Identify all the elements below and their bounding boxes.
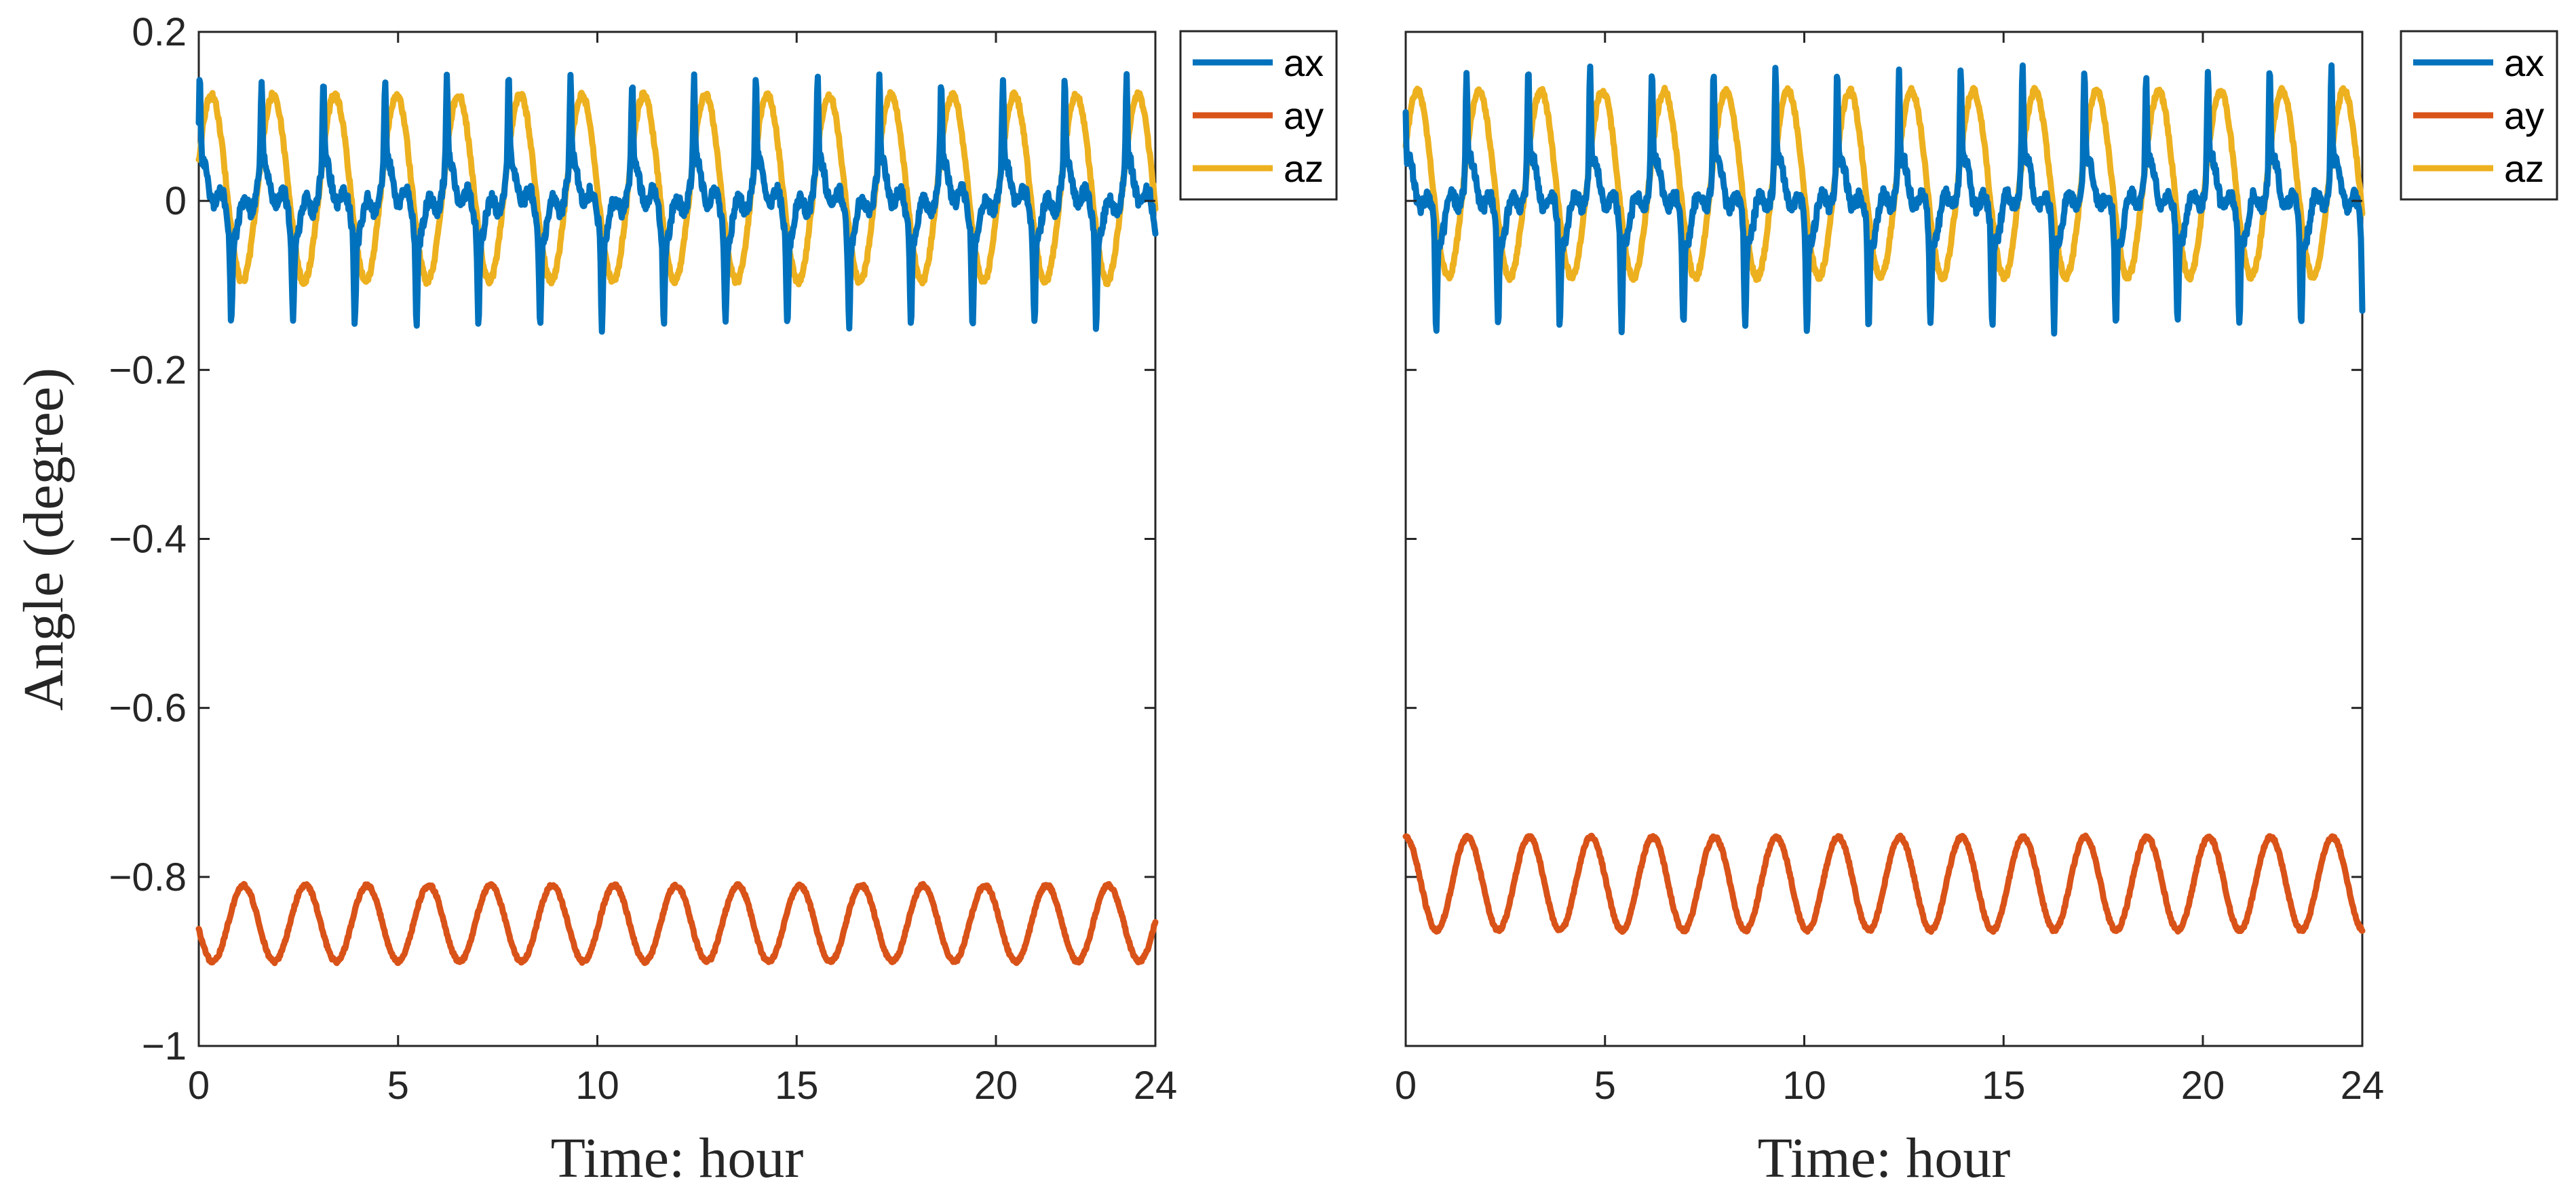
legend-label-ay: ay bbox=[2504, 94, 2544, 137]
left-legend: ax ay az bbox=[1179, 30, 1338, 201]
x-tick-label: 24 bbox=[2341, 1064, 2385, 1108]
right-legend: ax ay az bbox=[2400, 30, 2558, 201]
left-y-axis-label: Angle (degree) bbox=[12, 368, 75, 711]
series-line-ax bbox=[1402, 62, 2366, 337]
y-tick-label: −0.4 bbox=[109, 518, 187, 562]
series-line-ax bbox=[195, 71, 1159, 335]
x-tick-label: 10 bbox=[575, 1064, 619, 1108]
right-panel: 0 5 10 15 20 24 Time: hour ax ay az bbox=[1395, 30, 2558, 1190]
y-tick-label: −0.2 bbox=[109, 348, 187, 392]
y-tick-label: −0.8 bbox=[109, 855, 187, 899]
series-line-ay bbox=[195, 880, 1159, 967]
y-tick-label: 0 bbox=[165, 179, 187, 223]
x-tick-label: 15 bbox=[1982, 1064, 2026, 1108]
left-panel: 0.2 0 −0.2 −0.4 −0.6 −0.8 −1 0 5 10 15 20 24 Time: … bbox=[12, 10, 1338, 1190]
x-tick-label: 20 bbox=[2181, 1064, 2225, 1108]
legend-label-az: az bbox=[2504, 147, 2544, 190]
left-x-axis-label: Time: hour bbox=[551, 1127, 804, 1190]
y-tick-label: −1 bbox=[142, 1024, 187, 1068]
left-legend-box bbox=[1179, 30, 1338, 201]
x-tick-label: 10 bbox=[1782, 1064, 1826, 1108]
x-tick-label: 5 bbox=[387, 1064, 409, 1108]
y-tick-label: −0.6 bbox=[109, 686, 187, 731]
x-tick-label: 24 bbox=[1134, 1064, 1178, 1108]
x-tick-label: 15 bbox=[775, 1064, 819, 1108]
x-tick-label: 20 bbox=[974, 1064, 1018, 1108]
series-line-ay bbox=[1402, 832, 2366, 935]
legend-label-ax: ax bbox=[1284, 41, 1324, 84]
x-tick-label: 0 bbox=[188, 1064, 210, 1108]
legend-label-az: az bbox=[1284, 147, 1324, 190]
legend-label-ay: ay bbox=[1284, 94, 1324, 137]
right-legend-box bbox=[2400, 30, 2558, 201]
y-tick-label: 0.2 bbox=[132, 10, 187, 54]
x-tick-label: 5 bbox=[1594, 1064, 1616, 1108]
legend-label-ax: ax bbox=[2504, 41, 2544, 84]
x-tick-label: 0 bbox=[1395, 1064, 1417, 1108]
right-x-axis-label: Time: hour bbox=[1758, 1127, 2011, 1190]
